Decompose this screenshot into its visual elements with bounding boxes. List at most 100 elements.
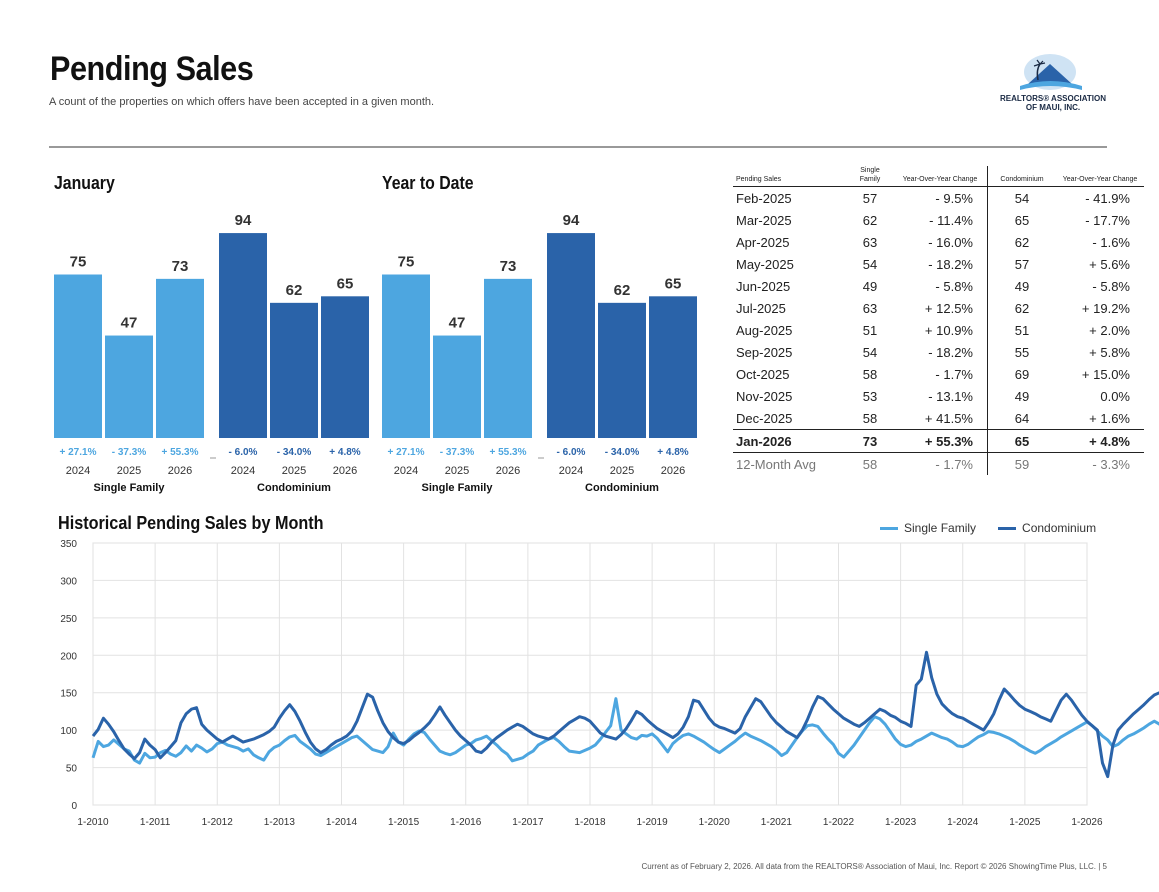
- table-cell: + 55.3%: [893, 429, 988, 453]
- table-cell: 54: [862, 344, 878, 360]
- table-cell: + 5.6%: [1089, 256, 1130, 272]
- table-cell: - 11.4%: [929, 212, 973, 228]
- bar-single-family-2026: [484, 278, 532, 438]
- bar-value-label: 75: [70, 254, 87, 271]
- table-cell: - 17.7%: [1085, 212, 1130, 228]
- y-tick-label: 250: [60, 614, 77, 625]
- bar-year-label: 2025: [610, 465, 634, 477]
- bar-single-family-2025: [105, 335, 153, 438]
- table-cell: 55: [987, 341, 1056, 363]
- bar-change-label: + 55.3%: [162, 447, 199, 458]
- bar-condominium-2025: [598, 302, 646, 438]
- y-tick-label: 50: [66, 764, 78, 775]
- bar-condominium-2024: [547, 233, 595, 438]
- x-tick-label: 1-2022: [823, 817, 855, 828]
- table-cell: + 41.5%: [924, 410, 973, 426]
- table-cell: + 10.9%: [924, 322, 973, 338]
- table-cell: Jul-2025: [736, 300, 786, 316]
- table-cell: 57: [987, 253, 1056, 275]
- table-cell: 49: [862, 278, 878, 294]
- table-row: Feb-2025 57 - 9.5% 54 - 41.9%: [733, 186, 1144, 209]
- table-cell: 58: [862, 366, 878, 382]
- table-cell: 63: [862, 234, 878, 250]
- x-tick-label: 1-2010: [77, 817, 109, 828]
- table-cell: 58: [862, 456, 878, 472]
- x-tick-label: 1-2013: [264, 817, 296, 828]
- x-tick-label: 1-2021: [761, 817, 793, 828]
- table-row: Jul-2025 63 + 12.5% 62 + 19.2%: [733, 297, 1144, 319]
- bar-year-label: 2024: [559, 465, 583, 477]
- col-header-condo-change: Year-Over-Year Change: [1056, 166, 1144, 187]
- bar-value-label: 62: [614, 282, 631, 299]
- bar-year-label: 2026: [661, 465, 685, 477]
- table-cell: - 1.7%: [935, 366, 973, 382]
- table-cell: 69: [987, 363, 1056, 385]
- page-subtitle: A count of the properties on which offer…: [49, 96, 435, 108]
- table-cell: 62: [862, 212, 878, 228]
- table-cell: Feb-2025: [736, 190, 792, 206]
- table-cell: - 5.8%: [935, 278, 973, 294]
- chart-legend: Single Family Condominium: [880, 521, 1096, 535]
- y-tick-label: 0: [71, 801, 77, 812]
- historical-line-chart: 0 50 100 150 200 250 300 350 1-2010 1-2011 1-2012 1…: [60, 539, 1159, 828]
- header-divider: [49, 146, 1107, 148]
- table-cell: + 15.0%: [1081, 366, 1130, 382]
- table-cell: Jan-2026: [733, 429, 847, 453]
- january-heading: January: [54, 173, 115, 193]
- table-cell: + 1.6%: [1089, 410, 1130, 426]
- table-cell: 0.0%: [1100, 388, 1130, 404]
- x-tick-label: 1-2026: [1071, 817, 1103, 828]
- table-cell: - 9.5%: [935, 190, 973, 206]
- bar-value-label: 62: [286, 282, 303, 299]
- table-cell: 62: [987, 297, 1056, 319]
- bar-single-family-2024: [382, 274, 430, 438]
- pending-sales-table: Pending Sales Single Family Year-Over-Ye…: [733, 166, 1144, 475]
- table-row: Sep-2025 54 - 18.2% 55 + 5.8%: [733, 341, 1144, 363]
- table-cell: 64: [987, 407, 1056, 430]
- bar-change-label: - 34.0%: [277, 447, 312, 458]
- y-tick-label: 300: [60, 576, 77, 587]
- table-cell: May-2025: [736, 256, 794, 272]
- bar-year-label: 2026: [168, 465, 192, 477]
- y-tick-label: 350: [60, 539, 77, 550]
- y-tick-label: 150: [60, 689, 77, 700]
- table-cell: - 41.9%: [1085, 190, 1130, 206]
- bar-change-label: + 4.8%: [329, 447, 361, 458]
- col-header-month: Pending Sales: [733, 166, 847, 187]
- table-cell: - 3.3%: [1092, 456, 1130, 472]
- series-line-single-family: [91, 697, 1159, 765]
- table-cell: Oct-2025: [736, 366, 790, 382]
- ytd-heading: Year to Date: [382, 173, 474, 193]
- bar-change-label: + 27.1%: [60, 447, 97, 458]
- x-tick-label: 1-2015: [388, 817, 420, 828]
- table-row: Dec-2025 58 + 41.5% 64 + 1.6%: [733, 407, 1144, 430]
- bar-condominium-2026: [321, 296, 369, 438]
- table-row: Oct-2025 58 - 1.7% 69 + 15.0%: [733, 363, 1144, 385]
- table-row: Jan-2026 73 + 55.3% 65 + 4.8%: [733, 429, 1144, 453]
- logo-line-1: REALTORS® ASSOCIATION: [1000, 94, 1106, 103]
- legend-single-family: Single Family: [880, 521, 976, 535]
- table-cell: 12-Month Avg: [736, 456, 816, 472]
- table-cell: Apr-2025: [736, 234, 790, 250]
- bar-value-label: 94: [235, 212, 252, 229]
- historical-chart-title: Historical Pending Sales by Month: [58, 513, 324, 533]
- bar-year-label: 2025: [282, 465, 306, 477]
- table-cell: - 5.8%: [1092, 278, 1130, 294]
- table-cell: 51: [862, 322, 878, 338]
- bar-value-label: 73: [500, 258, 517, 275]
- table-cell: 54: [862, 256, 878, 272]
- col-header-single-family: Single Family: [847, 166, 893, 187]
- table-row: May-2025 54 - 18.2% 57 + 5.6%: [733, 253, 1144, 275]
- page-title: Pending Sales: [50, 50, 254, 88]
- table-cell: - 13.1%: [928, 388, 973, 404]
- bar-value-label: 47: [121, 315, 138, 332]
- bar-year-label: 2025: [445, 465, 469, 477]
- table-cell: 58: [862, 410, 878, 426]
- bar-change-label: - 34.0%: [605, 447, 640, 458]
- bar-year-label: 2024: [231, 465, 255, 477]
- bar-change-label: + 55.3%: [490, 447, 527, 458]
- table-cell: 63: [862, 300, 878, 316]
- bar-change-label: - 37.3%: [112, 447, 147, 458]
- table-row: Aug-2025 51 + 10.9% 51 + 2.0%: [733, 319, 1144, 341]
